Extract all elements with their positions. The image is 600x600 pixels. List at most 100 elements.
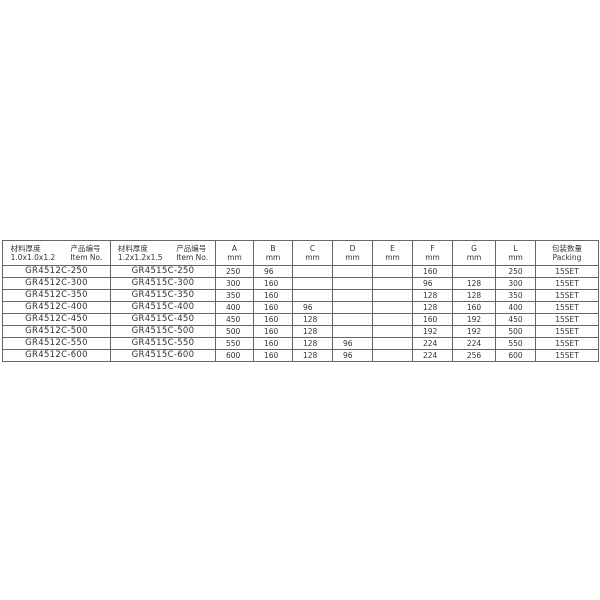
- cell-item1: GR4512C-300: [2, 277, 111, 290]
- cell-f: 224: [412, 349, 453, 362]
- cell-d: [332, 277, 373, 290]
- cell-e: [372, 349, 413, 362]
- cell-a: 500: [215, 325, 254, 338]
- item-label-cn: 产品编号: [70, 244, 101, 253]
- dim-name: C: [309, 244, 316, 253]
- header-packing: 包装数量 Packing: [535, 240, 599, 266]
- cell-item2: GR4515C-400: [110, 301, 216, 314]
- header-item-1: 材料厚度 1.0x1.0x1.2 产品编号 Item No.: [2, 240, 111, 266]
- cell-b: 160: [253, 337, 293, 350]
- thickness-value: 1.2x1.2x1.5: [117, 253, 163, 262]
- cell-a: 300: [215, 277, 254, 290]
- cell-b: 160: [253, 325, 293, 338]
- cell-b: 160: [253, 301, 293, 314]
- cell-b: 160: [253, 277, 293, 290]
- cell-a: 600: [215, 349, 254, 362]
- cell-item2: GR4515C-500: [110, 325, 216, 338]
- cell-item2: GR4515C-250: [110, 265, 216, 278]
- dim-name: G: [471, 244, 477, 253]
- cell-item1: GR4512C-250: [2, 265, 111, 278]
- cell-l: 550: [495, 337, 536, 350]
- packing-label-cn: 包装数量: [552, 244, 582, 253]
- product-spec-table: 材料厚度 1.0x1.0x1.2 产品编号 Item No. 材料厚度 1.2x1.2…: [2, 240, 599, 362]
- cell-item1: GR4512C-500: [2, 325, 111, 338]
- cell-l: 400: [495, 301, 536, 314]
- table-row: GR4512C-550 GR4515C-550 550 160 128 96 224 224 5…: [2, 337, 599, 350]
- dim-name: B: [270, 244, 276, 253]
- cell-d: [332, 265, 373, 278]
- cell-d: 96: [332, 337, 373, 350]
- item-label: Item No.: [176, 253, 209, 262]
- cell-f: 128: [412, 301, 453, 314]
- cell-f: 128: [412, 289, 453, 302]
- cell-f: 96: [412, 277, 453, 290]
- cell-a: 350: [215, 289, 254, 302]
- cell-item1: GR4512C-600: [2, 349, 111, 362]
- cell-l: 300: [495, 277, 536, 290]
- cell-b: 160: [253, 313, 293, 326]
- item-label-cn: 产品编号: [176, 244, 207, 253]
- table-row: GR4512C-600 GR4515C-600 600 160 128 96 224 256 6…: [2, 349, 599, 362]
- cell-item2: GR4515C-350: [110, 289, 216, 302]
- cell-g: 128: [452, 289, 496, 302]
- table-row: GR4512C-500 GR4515C-500 500 160 128 192 192 500…: [2, 325, 599, 338]
- cell-packing: 15SET: [535, 301, 599, 314]
- cell-e: [372, 289, 413, 302]
- cell-d: [332, 313, 373, 326]
- cell-e: [372, 337, 413, 350]
- dim-name: E: [390, 244, 395, 253]
- cell-l: 500: [495, 325, 536, 338]
- cell-c: 128: [292, 313, 333, 326]
- cell-packing: 15SET: [535, 289, 599, 302]
- cell-c: 128: [292, 325, 333, 338]
- dim-unit: mm: [385, 253, 400, 262]
- cell-d: [332, 301, 373, 314]
- thickness-value: 1.0x1.0x1.2: [10, 253, 56, 262]
- cell-g: 128: [452, 277, 496, 290]
- dim-unit: mm: [508, 253, 523, 262]
- dim-name: F: [430, 244, 435, 253]
- cell-item1: GR4512C-550: [2, 337, 111, 350]
- dim-name: D: [349, 244, 356, 253]
- cell-packing: 15SET: [535, 313, 599, 326]
- item-label: Item No.: [70, 253, 103, 262]
- cell-l: 350: [495, 289, 536, 302]
- dim-unit: mm: [345, 253, 360, 262]
- header-item-2: 材料厚度 1.2x1.2x1.5 产品编号 Item No.: [110, 240, 216, 266]
- cell-d: [332, 289, 373, 302]
- cell-b: 160: [253, 289, 293, 302]
- cell-item1: GR4512C-350: [2, 289, 111, 302]
- cell-g: 256: [452, 349, 496, 362]
- cell-a: 400: [215, 301, 254, 314]
- dim-unit: mm: [466, 253, 482, 262]
- cell-item2: GR4515C-600: [110, 349, 216, 362]
- cell-packing: 15SET: [535, 325, 599, 338]
- cell-f: 160: [412, 313, 453, 326]
- cell-b: 160: [253, 349, 293, 362]
- cell-d: [332, 325, 373, 338]
- cell-f: 224: [412, 337, 453, 350]
- cell-packing: 15SET: [535, 277, 599, 290]
- cell-e: [372, 277, 413, 290]
- cell-e: [372, 325, 413, 338]
- cell-item1: GR4512C-450: [2, 313, 111, 326]
- cell-c: 96: [292, 301, 333, 314]
- cell-g: 224: [452, 337, 496, 350]
- cell-g: 160: [452, 301, 496, 314]
- cell-g: 192: [452, 325, 496, 338]
- table-row: GR4512C-300 GR4515C-300 300 160 96 128 300 15SE…: [2, 277, 599, 290]
- dim-unit: mm: [425, 253, 440, 262]
- cell-g: [452, 265, 496, 278]
- cell-item2: GR4515C-450: [110, 313, 216, 326]
- thickness-label: 材料厚度: [117, 244, 148, 253]
- cell-g: 192: [452, 313, 496, 326]
- cell-a: 450: [215, 313, 254, 326]
- cell-a: 550: [215, 337, 254, 350]
